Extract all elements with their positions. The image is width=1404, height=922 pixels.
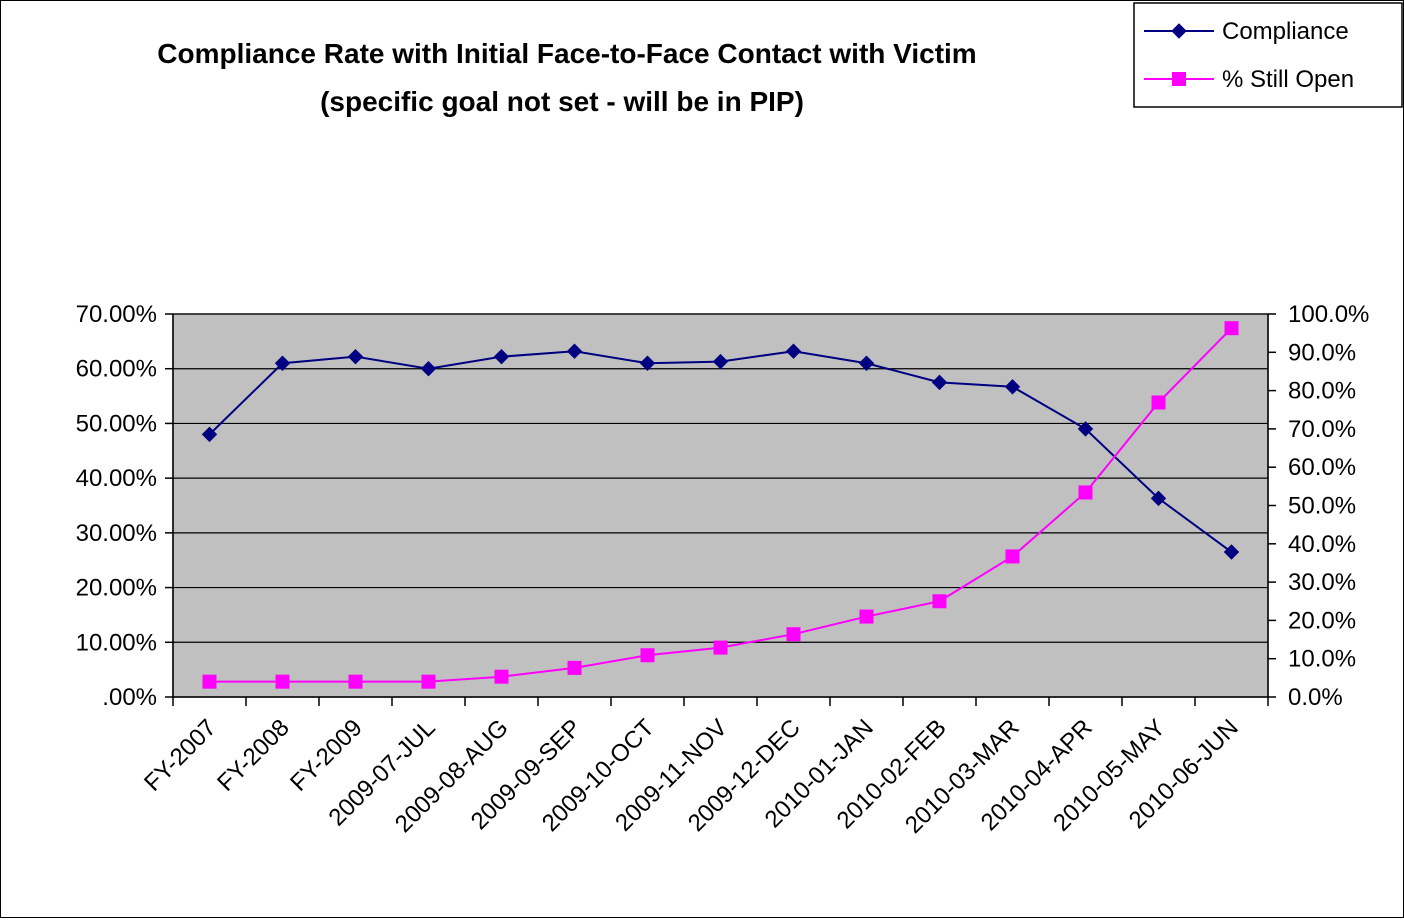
data-point-still-open <box>640 648 655 663</box>
data-point-compliance <box>347 348 364 365</box>
data-point-still-open <box>494 669 509 684</box>
y-right-tick-label: 40.0% <box>1288 531 1356 558</box>
y-left-tick-label: 70.00% <box>76 301 157 328</box>
legend: Compliance % Still Open <box>1133 2 1403 108</box>
data-point-still-open <box>1151 395 1166 410</box>
data-point-compliance <box>712 353 729 370</box>
data-point-compliance <box>639 355 656 371</box>
plot-area <box>172 313 1269 698</box>
y-left-tick-label: 50.00% <box>76 410 157 437</box>
legend-label-compliance: Compliance <box>1222 18 1349 45</box>
legend-box <box>1133 2 1403 108</box>
y-right-tick-label: 20.0% <box>1288 607 1356 634</box>
data-point-still-open <box>1005 549 1020 564</box>
data-point-compliance <box>420 361 437 377</box>
y-right-tick-label: 50.0% <box>1288 493 1356 520</box>
data-point-still-open <box>275 674 290 689</box>
data-point-compliance <box>1004 379 1021 395</box>
data-point-still-open <box>932 594 947 609</box>
data-point-compliance <box>201 426 218 443</box>
data-point-compliance <box>1223 544 1240 560</box>
y-left-tick-label: 10.00% <box>76 629 157 656</box>
data-point-still-open <box>202 674 217 689</box>
data-point-compliance <box>493 348 510 365</box>
x-tick-label: FY-2007 <box>139 714 222 797</box>
data-point-still-open <box>1224 321 1239 336</box>
chart-subtitle: (specific goal not set - will be in PIP) <box>320 86 804 117</box>
y-right-tick-label: 60.0% <box>1288 454 1356 481</box>
y-right-tick-label: 100.0% <box>1288 301 1369 328</box>
y-left-tick-label: 30.00% <box>76 520 157 547</box>
legend-label-still-open: % Still Open <box>1222 66 1354 93</box>
y-right-tick-label: 80.0% <box>1288 378 1356 405</box>
data-point-still-open <box>421 674 436 689</box>
data-point-compliance <box>566 343 583 359</box>
y-right-tick-label: 10.0% <box>1288 646 1356 673</box>
data-point-still-open <box>713 640 728 655</box>
y-right-tick-label: 90.0% <box>1288 339 1356 366</box>
data-point-still-open <box>348 674 363 689</box>
data-point-compliance <box>1077 421 1094 437</box>
data-point-compliance <box>858 355 875 371</box>
x-tick-label: FY-2008 <box>212 714 295 797</box>
data-point-still-open <box>859 609 874 624</box>
data-point-compliance <box>931 374 948 391</box>
legend-marker-compliance <box>1171 23 1187 39</box>
data-point-still-open <box>786 627 801 642</box>
data-point-compliance <box>1150 490 1167 507</box>
legend-marker-still-open <box>1172 72 1186 86</box>
data-point-compliance <box>274 355 291 371</box>
data-point-compliance <box>785 343 802 359</box>
y-left-tick-label: 40.00% <box>76 465 157 492</box>
y-right-tick-label: 70.0% <box>1288 416 1356 443</box>
chart-title: Compliance Rate with Initial Face-to-Fac… <box>157 38 976 69</box>
y-left-tick-label: 60.00% <box>76 356 157 383</box>
y-right-tick-label: 0.0% <box>1288 684 1343 711</box>
data-point-still-open <box>1078 485 1093 500</box>
data-point-still-open <box>567 660 582 675</box>
y-left-tick-label: .00% <box>102 684 157 711</box>
y-left-tick-label: 20.00% <box>76 575 157 602</box>
y-right-tick-label: 30.0% <box>1288 569 1356 596</box>
